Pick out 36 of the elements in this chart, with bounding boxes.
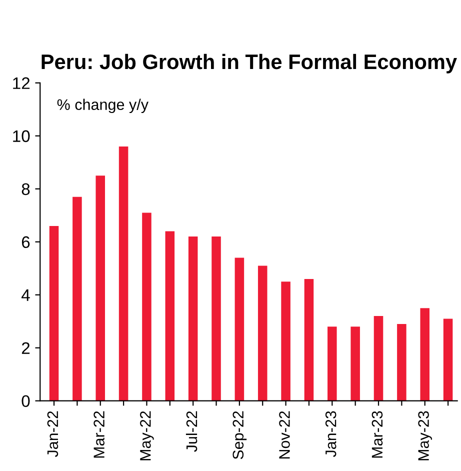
y-tick-label: 12 [13,77,30,89]
bar [281,282,290,401]
x-tick-label: Mar-22 [94,411,104,458]
chart-title: Peru: Job Growth in The Formal Economy [42,54,457,74]
bar [118,146,128,401]
x-tick-label: May-22 [140,411,154,460]
bar [374,316,384,401]
bar [304,278,314,401]
y-tick-label: 8 [22,183,30,196]
x-tick-label: Jul-22 [186,411,198,452]
bar [234,258,244,401]
bar [96,176,106,401]
x-tick-label: May-23 [418,411,432,460]
x-tick-label: Nov-22 [279,411,290,459]
x-tick-label: Jan-22 [47,411,58,458]
x-tick-label: Sep-22 [232,411,247,460]
y-tick-label: 4 [22,289,30,301]
y-tick-label: 6 [22,236,30,248]
x-tick-label: Mar-23 [372,411,383,458]
bar [188,236,198,401]
bar [49,226,59,401]
annotation: % change y/y [57,98,148,114]
y-tick-label: 0 [22,395,30,408]
y-tick-label: 2 [22,342,30,354]
bar [443,318,453,401]
bar [142,212,152,401]
bar [420,308,430,401]
bar [397,324,406,401]
bar [72,196,82,401]
bar [258,266,268,401]
x-tick-label: Jan-23 [325,411,336,458]
bar [212,236,221,401]
bar [350,326,360,401]
bar [328,326,337,401]
bar [165,231,175,401]
y-tick-label: 10 [13,130,30,142]
